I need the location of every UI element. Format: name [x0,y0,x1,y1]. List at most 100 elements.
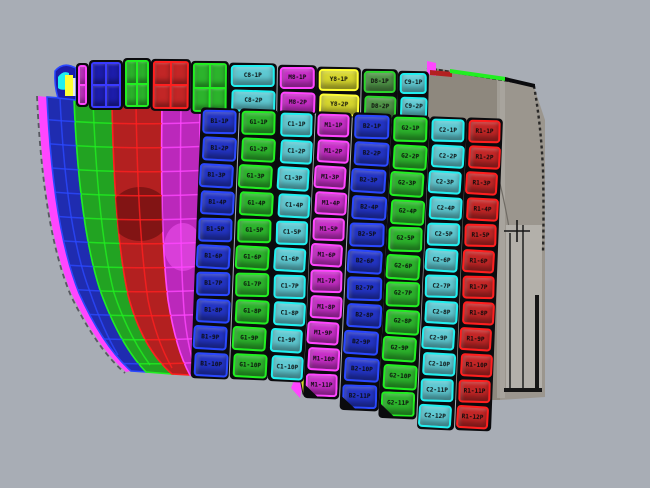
plate-strake-7-cyan-7[interactable]: C2-7P [424,274,459,299]
plate-strake-3-cyan-8[interactable]: C1-8P [272,301,307,327]
plate-strake-7-cyan-1[interactable]: C2-1P [431,118,465,143]
plate-strake-4-magenta-8[interactable]: M1-8P [309,294,343,320]
plate-strake-8-red-10[interactable]: R1-10P [459,353,494,378]
plate-strake-7-cyan-4[interactable]: C2-4P [428,196,463,221]
plate-strake-4-magenta-5[interactable]: M1-5P [312,217,346,242]
plate-strake-8-red-6[interactable]: R1-6P [461,248,496,274]
plate-strake-4-magenta-4[interactable]: M1-4P [314,191,348,216]
plate-strake-4-magenta-9[interactable]: M1-9P [306,320,340,346]
plate-strake-8-red-9[interactable]: R1-9P [458,326,493,352]
plate-strake-3-cyan-6[interactable]: C1-6P [273,246,307,273]
plate-strake-3-cyan-9[interactable]: C1-9P [269,327,304,354]
plate-strake-3-cyan-7[interactable]: C1-7P [273,274,306,300]
plate-strake-1-blue-5[interactable]: B1-5P [198,217,233,243]
plate-strake-2-green-3[interactable]: G1-3P [237,163,274,190]
plate-strake-3-cyan-3[interactable]: C1-3P [276,165,310,192]
plate-strake-3-cyan-1[interactable]: C1-1P [280,112,313,138]
plate-strake-7-cyan-11[interactable]: C2-11P [420,378,454,403]
plate-strake-3-cyan-2[interactable]: C1-2P [279,139,313,165]
plate-strake-7-cyan-8[interactable]: C2-8P [424,299,459,325]
plate-strake-6-green-7[interactable]: G2-7P [385,281,421,307]
plate-strake-5-blue-8[interactable]: B2-8P [346,302,383,329]
plate-strake-8-red-4[interactable]: R1-4P [465,197,500,222]
plate-strake-7-cyan-3[interactable]: C2-3P [427,169,462,195]
plate-strake-2-green-7[interactable]: G1-7P [234,272,270,298]
plate-label: B2-3P [359,176,378,185]
plate-label: G1-7P [243,280,262,289]
plate-label: R1-4P [473,205,492,213]
plate-label: G2-2P [400,152,420,161]
plate-strake-1-blue-6[interactable]: B1-6P [195,243,231,270]
plate-strake-3-cyan-4[interactable]: C1-4P [277,193,311,219]
sheer-green-grid-1-panel[interactable] [125,60,149,107]
plate-strake-4-magenta-3[interactable]: M1-3P [313,164,347,190]
plate-strake-5-blue-2[interactable]: B2-2P [353,141,390,168]
plate-strake-7-cyan-2[interactable]: C2-2P [430,144,465,169]
plate-strake-2-green-1[interactable]: G1-1P [241,110,276,136]
plate-strake-6-green-11[interactable]: G2-11P [381,391,416,416]
plate-strake-3-cyan-10[interactable]: C1-10P [270,354,304,381]
plate-strake-2-green-6[interactable]: G1-6P [234,244,270,271]
plate-strake-5-blue-6[interactable]: B2-6P [346,248,383,275]
plate-strake-6-green-10[interactable]: G2-10P [382,363,418,390]
plate-strake-6-green-1[interactable]: G2-1P [392,116,428,142]
plate-strake-1-blue-1[interactable]: B1-1P [202,109,237,135]
plate-strake-4-magenta-7[interactable]: M1-7P [309,269,343,294]
plate-label: C2-11P [426,385,448,394]
plate-strake-8-red-7[interactable]: R1-7P [462,275,495,300]
plate-strake-3-cyan-5[interactable]: C1-5P [275,220,309,246]
plate-strake-8-red-3[interactable]: R1-3P [464,170,499,196]
plate-strake-4-magenta-10[interactable]: M1-10P [307,346,341,372]
plate-strake-1-blue-8[interactable]: B1-8P [195,298,231,324]
plate-strake-4-magenta-6[interactable]: M1-6P [309,242,344,268]
plate-strake-5-blue-9[interactable]: B2-9P [342,329,380,356]
plate-strake-2-green-4[interactable]: G1-4P [238,191,274,217]
plate-strake-2-green-5[interactable]: G1-5P [237,218,272,244]
plate-strake-8-red-2[interactable]: R1-2P [467,145,502,170]
plate-strake-1-blue-4[interactable]: B1-4P [199,190,235,216]
plate-strake-1-blue-9[interactable]: B1-9P [192,324,228,351]
sheer-magenta-sliver-panel[interactable] [78,65,87,105]
plate-strake-6-green-8[interactable]: G2-8P [384,308,421,335]
plate-strake-7-cyan-10[interactable]: C2-10P [422,351,457,377]
plate-strake-2-green-2[interactable]: G1-2P [240,137,277,163]
plate-strake-6-green-4[interactable]: G2-4P [389,198,426,225]
plate-strake-1-blue-10[interactable]: B1-10P [193,351,229,378]
plate-strake-5-blue-7[interactable]: B2-7P [346,276,383,302]
plate-strake-8-red-12[interactable]: R1-12P [455,404,490,430]
plate-strake-4-magenta-11[interactable]: M1-11P [305,373,338,397]
plate-strake-5-blue-1[interactable]: B2-1P [354,114,390,140]
plate-strake-2-green-9[interactable]: G1-9P [231,325,267,352]
plate-strake-4-magenta-1[interactable]: M1-1P [317,113,350,138]
plate-strake-8-red-1[interactable]: R1-1P [468,119,501,144]
plate-strake-5-blue-4[interactable]: B2-4P [351,194,388,221]
plate-strake-8-red-8[interactable]: R1-8P [461,301,496,326]
plate-strake-5-blue-3[interactable]: B2-3P [350,167,387,194]
hull-shell[interactable] [30,95,210,378]
plate-strake-7-cyan-12[interactable]: C2-12P [417,403,453,429]
plate-label: B1-5P [206,225,225,234]
sheer-navy-grid-panel[interactable] [91,62,121,108]
plate-strake-1-blue-7[interactable]: B1-7P [195,271,231,297]
plate-strake-6-green-5[interactable]: G2-5P [388,226,423,252]
plate-label: B2-6P [355,257,375,266]
plate-strake-8-red-5[interactable]: R1-5P [464,223,497,248]
plate-strake-2-green-8[interactable]: G1-8P [234,299,270,325]
plate-strake-6-green-3[interactable]: G2-3P [389,170,425,198]
sheer-magenta-sliver [76,63,89,107]
plate-strake-8-red-11[interactable]: R1-11P [458,379,491,404]
plate-strake-6-green-6[interactable]: G2-6P [385,253,421,280]
plate-strake-6-green-2[interactable]: G2-2P [392,143,428,171]
plate-strake-5-blue-10[interactable]: B2-10P [343,356,381,383]
plate-strake-1-blue-2[interactable]: B1-2P [201,136,238,162]
plate-strake-7-cyan-6[interactable]: C2-6P [424,247,459,273]
plate-strake-7-cyan-9[interactable]: C2-9P [421,325,456,351]
plate-strake-4-magenta-2[interactable]: M1-2P [316,139,350,164]
plate-strake-5-blue-11[interactable]: B2-11P [342,384,378,409]
plate-strake-2-green-10[interactable]: G1-10P [232,352,268,379]
plate-strake-1-blue-3[interactable]: B1-3P [198,162,235,189]
plate-label: M1-6P [317,250,336,259]
plate-strake-6-green-9[interactable]: G2-9P [381,335,418,363]
plate-strake-7-cyan-5[interactable]: C2-5P [426,222,461,247]
plate-strake-5-blue-5[interactable]: B2-5P [349,222,385,248]
